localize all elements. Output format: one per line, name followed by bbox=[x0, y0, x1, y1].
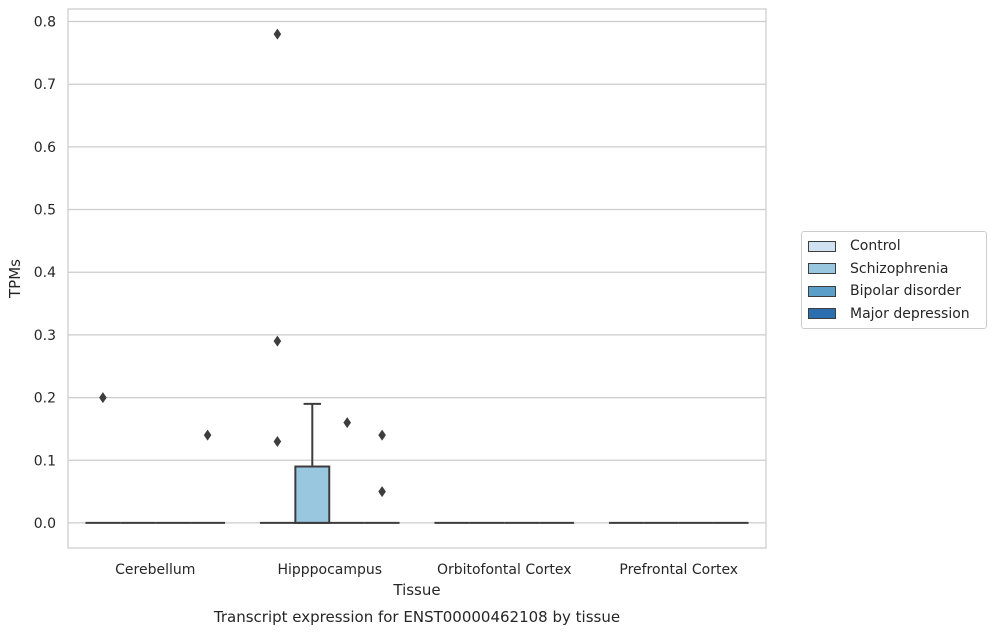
legend-label: Schizophrenia bbox=[850, 260, 949, 277]
y-tick-label: 0.0 bbox=[34, 516, 56, 532]
y-axis-title: TPMs bbox=[6, 259, 24, 299]
legend-item: Control bbox=[802, 235, 986, 258]
legend-swatch bbox=[808, 308, 836, 320]
legend-item: Major depression bbox=[802, 303, 986, 326]
outlier-diamond bbox=[343, 417, 351, 429]
box-rect bbox=[294, 465, 331, 524]
x-tick-labels: Cerebellum Hipppocampus Orbitofontal Corte… bbox=[115, 562, 738, 578]
legend-item: Schizophrenia bbox=[802, 258, 986, 281]
outlier-diamond bbox=[378, 486, 386, 498]
x-tick-label: Cerebellum bbox=[115, 562, 195, 578]
y-tick-label: 0.5 bbox=[34, 203, 56, 219]
chart-title: Transcript expression for ENST0000046210… bbox=[213, 608, 620, 626]
legend-item: Bipolar disorder bbox=[802, 280, 986, 303]
plot-area-frame bbox=[67, 8, 767, 549]
y-tick-label: 0.2 bbox=[34, 391, 56, 407]
box-plot-marks bbox=[85, 402, 749, 524]
y-tick-label: 0.4 bbox=[34, 265, 56, 281]
legend-swatch bbox=[808, 240, 836, 252]
legend-label: Major depression bbox=[850, 305, 970, 322]
outlier-diamond bbox=[273, 28, 282, 40]
y-tick-label: 0.7 bbox=[34, 77, 56, 93]
x-tick-label: Hipppocampus bbox=[277, 562, 382, 578]
outlier-diamond bbox=[273, 435, 282, 447]
y-tick-label: 0.6 bbox=[34, 140, 56, 156]
outlier-diamond bbox=[203, 429, 212, 441]
legend-swatch bbox=[808, 263, 836, 275]
y-tick-label: 0.3 bbox=[34, 328, 56, 344]
outlier-points bbox=[99, 28, 386, 498]
x-tick-label: Orbitofontal Cortex bbox=[437, 562, 572, 578]
legend-swatch bbox=[808, 285, 836, 297]
outlier-diamond bbox=[99, 392, 107, 404]
x-tick-label: Prefrontal Cortex bbox=[619, 562, 738, 578]
legend-label: Control bbox=[850, 238, 901, 255]
y-tick-label: 0.8 bbox=[34, 15, 56, 31]
chart-legend: Control Schizophrenia Bipolar disorder Majo… bbox=[801, 231, 987, 329]
outlier-diamond bbox=[378, 429, 386, 441]
grid-lines bbox=[68, 20, 766, 524]
y-tick-labels: 0.0 0.1 0.2 0.3 0.4 0.5 0.6 0.7 0.8 bbox=[34, 15, 56, 532]
outlier-diamond bbox=[273, 335, 282, 347]
x-axis-title: Tissue bbox=[392, 581, 440, 599]
legend-label: Bipolar disorder bbox=[850, 283, 962, 300]
y-tick-label: 0.1 bbox=[34, 453, 56, 469]
